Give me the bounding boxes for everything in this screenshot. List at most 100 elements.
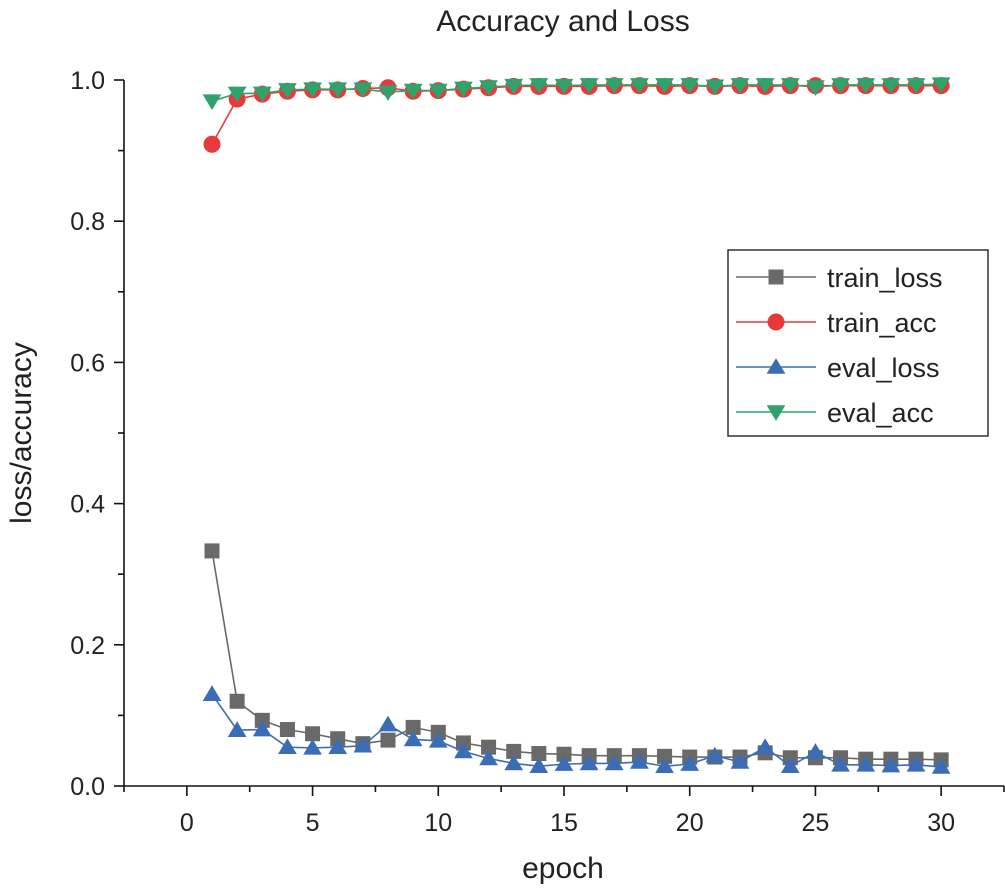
eval_acc-point <box>705 79 725 96</box>
eval_acc-point <box>479 80 498 96</box>
train_loss-point <box>279 722 295 738</box>
eval_loss-point <box>454 742 473 759</box>
legend: train_loss train_acc eval_loss eval_acc <box>727 249 989 437</box>
eval_loss-point <box>554 755 574 771</box>
x-tick-label: 25 <box>802 809 830 837</box>
eval_loss-point <box>278 738 297 754</box>
eval_acc-point <box>202 94 222 111</box>
eval_acc-point <box>780 78 800 94</box>
legend-item-train_acc: train_acc <box>736 308 937 338</box>
eval_loss-point <box>428 731 448 748</box>
eval_acc-point <box>454 81 473 98</box>
legend-item-eval_loss: eval_loss <box>736 353 940 383</box>
train_loss-point <box>254 712 270 728</box>
y-tick-label: 0.4 <box>70 491 105 519</box>
y-axis-ticks: 0.0 0.2 0.4 0.6 0.8 1.0 <box>70 67 124 801</box>
legend-marker <box>767 313 785 331</box>
train_acc-point <box>203 135 221 153</box>
eval_loss-point <box>328 738 348 754</box>
train_acc-line <box>211 84 942 145</box>
eval_loss-point <box>831 755 850 772</box>
eval_loss-point <box>227 721 247 738</box>
x-tick-label: 5 <box>306 809 320 837</box>
chart-title: Accuracy and Loss <box>436 5 689 38</box>
train_loss-point <box>229 693 245 709</box>
legend-label: eval_acc <box>827 398 934 428</box>
legend-marker <box>768 269 784 285</box>
train_loss-point <box>657 748 673 764</box>
train_loss-point <box>405 719 421 735</box>
eval_loss-point <box>579 754 599 771</box>
eval_acc-point <box>931 77 951 94</box>
eval_acc-point <box>806 80 825 96</box>
eval_loss-point <box>680 755 700 771</box>
legend-label: eval_loss <box>827 353 940 383</box>
eval_loss-point <box>378 715 398 732</box>
eval_loss-point <box>655 757 674 774</box>
eval_acc-point <box>630 78 649 94</box>
eval_acc-point <box>554 78 574 95</box>
train_loss-point <box>204 543 220 559</box>
eval_acc-point <box>504 78 524 95</box>
eval_acc-point <box>655 78 674 94</box>
eval_loss-point <box>303 738 322 755</box>
legend-marker <box>766 358 786 374</box>
eval_loss-point <box>906 755 926 772</box>
eval_acc-point <box>353 82 373 99</box>
x-tick-label: 30 <box>927 809 955 837</box>
eval_loss-point <box>202 685 222 702</box>
legend-label: train_acc <box>827 308 937 338</box>
legend-label: train_loss <box>827 263 943 293</box>
eval_acc-point <box>579 78 599 94</box>
eval_loss-point <box>504 754 524 771</box>
y-tick-label: 0.8 <box>70 208 105 236</box>
eval_loss-point <box>856 755 876 772</box>
eval_acc-point <box>881 78 901 94</box>
train_loss-point <box>481 739 497 755</box>
x-tick-label: 10 <box>424 809 452 837</box>
eval_acc-point <box>227 86 247 103</box>
legend-item-eval_acc: eval_acc <box>736 398 934 428</box>
train_loss-point <box>556 746 572 762</box>
eval_acc-point <box>428 83 448 100</box>
eval_acc-point <box>831 78 850 94</box>
eval_acc-point <box>680 78 700 94</box>
x-tick-label: 20 <box>676 809 704 837</box>
x-tick-label: 15 <box>550 809 578 837</box>
eval_loss-point <box>353 736 373 753</box>
eval_loss-point <box>931 758 951 774</box>
series-eval_loss <box>202 685 951 774</box>
eval_loss-point <box>780 757 800 774</box>
y-tick-label: 0.2 <box>70 632 105 660</box>
x-axis-ticks: 0 5 10 15 20 25 30 <box>123 786 1005 837</box>
eval_loss-point <box>881 756 901 773</box>
series-eval_acc <box>202 77 951 111</box>
eval_acc-point <box>755 78 775 94</box>
train_loss-point <box>305 726 321 742</box>
eval_acc-point <box>378 85 398 101</box>
eval_acc-point <box>252 86 272 103</box>
eval_acc-point <box>906 78 926 94</box>
eval_loss-point <box>755 738 775 754</box>
eval_loss-point <box>252 720 272 737</box>
eval_acc-point <box>856 78 876 94</box>
train_loss-line <box>211 550 942 761</box>
eval_loss-point <box>604 754 624 771</box>
y-tick-label: 1.0 <box>70 67 105 95</box>
series-layer <box>202 77 951 774</box>
eval_loss-point <box>529 757 549 774</box>
eval_acc-point <box>403 83 423 100</box>
x-axis-label: epoch <box>522 852 604 885</box>
eval_loss-point <box>730 753 750 769</box>
eval_acc-point <box>328 82 348 99</box>
x-tick-label: 0 <box>180 809 194 837</box>
series-train_loss <box>204 543 949 768</box>
train_loss-point <box>506 743 522 759</box>
eval_loss-point <box>479 749 498 766</box>
y-tick-label: 0.0 <box>70 773 105 801</box>
eval_acc-point <box>278 83 297 99</box>
eval_loss-point <box>806 743 825 759</box>
eval_acc-point <box>529 78 549 94</box>
legend-marker <box>766 405 786 421</box>
